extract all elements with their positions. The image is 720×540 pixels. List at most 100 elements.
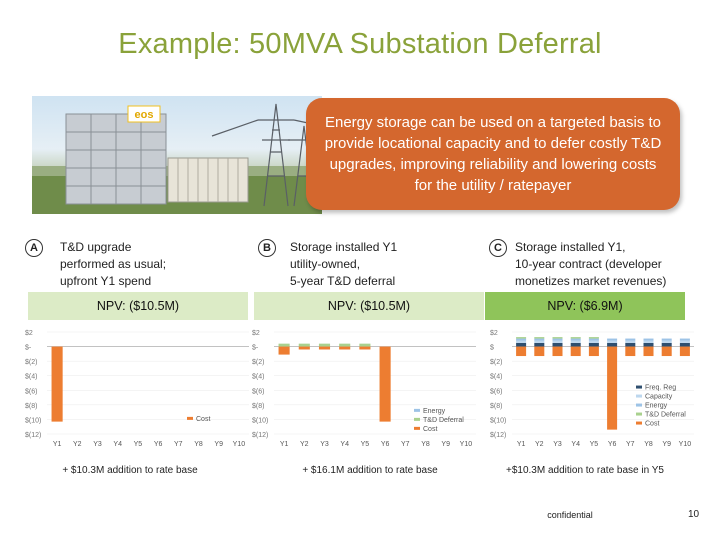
bar-cost [51,346,63,422]
y-tick-label: $2 [252,330,260,337]
x-tick-label: Y10 [679,441,692,448]
x-tick-label: Y7 [174,441,183,448]
y-tick-label: $- [252,345,259,352]
column-a-description: T&D upgrade performed as usual; upfront … [60,239,166,290]
column-c-line-3: monetizes market revenues) [515,274,667,288]
bar-cost [588,346,599,357]
bar-t-d-deferral [298,343,310,347]
legend-swatch [636,421,642,425]
y-tick-label: $(12) [490,432,506,439]
bar-energy [552,338,563,341]
y-tick-label: $(10) [25,417,41,424]
column-b-line-1: Storage installed Y1 [290,240,398,254]
x-tick-label: Y2 [535,441,544,448]
npv-c: NPV: ($6.9M) [485,292,685,320]
bar-cost [679,346,690,357]
bar-energy [607,338,618,341]
legend-label: Freq. Reg [645,385,676,392]
bar-freq-reg [661,342,672,347]
bar-capacity [516,340,527,343]
x-tick-label: Y4 [571,441,580,448]
bar-freq-reg [625,342,636,347]
y-tick-label: $(8) [490,403,502,410]
legend-swatch [636,403,642,407]
bar-energy [661,338,672,341]
bar-capacity [570,340,581,343]
y-tick-label: $(2) [252,359,264,366]
legend-swatch [636,412,642,416]
bar-capacity [534,340,545,343]
bar-freq-reg [588,342,599,347]
y-tick-label: $(4) [490,374,502,381]
legend-swatch [414,426,420,430]
bar-cost [643,346,654,357]
chart-c: $2 $ $(2) $(4) $(6) $(8) $(10) $(12) Y1 Y2 Y3 Y4 Y5 Y… [490,330,694,448]
bar-freq-reg [534,342,545,347]
npv-b: NPV: ($10.5M) [254,292,484,320]
x-tick-label: Y10 [460,441,473,448]
substation-illustration: eos [32,103,322,214]
legend-label: T&D Deferral [645,412,686,419]
x-tick-label: Y9 [662,441,671,448]
y-tick-label: $(12) [25,432,41,439]
bar-t-d-deferral [359,343,371,347]
y-tick-label: $2 [25,330,33,337]
x-tick-label: Y1 [517,441,526,448]
chart-a: $2 $- $(2) $(4) $(6) $(8) $(10) $(12) Y1 Y2 Y3 Y4 Y5… [25,330,249,448]
legend-swatch [636,394,642,398]
bar-t-d-deferral [534,337,545,339]
x-tick-label: Y4 [340,441,349,448]
x-tick-label: Y1 [53,441,62,448]
bar-cost [570,346,581,357]
page-number: 10 [688,509,700,520]
x-tick-label: Y7 [626,441,635,448]
bar-freq-reg [552,342,563,347]
x-tick-label: Y8 [194,441,203,448]
x-tick-label: Y6 [381,441,390,448]
bar-capacity [643,340,654,343]
bar-energy [534,338,545,341]
x-tick-label: Y10 [233,441,246,448]
legend-label: Cost [196,416,210,423]
bar-t-d-deferral [588,337,599,339]
bar-cost [359,346,371,350]
bar-cost [298,346,310,350]
photo-logo: eos [135,109,154,121]
substation-photo: eos [32,96,322,214]
bar-energy [516,338,527,341]
bar-t-d-deferral [278,343,290,347]
bar-capacity [552,340,563,343]
x-tick-label: Y6 [608,441,617,448]
y-tick-label: $(4) [252,374,264,381]
bar-cost [516,346,527,357]
bar-capacity [588,340,599,343]
y-tick-label: $(2) [25,359,37,366]
bar-t-d-deferral [516,337,527,339]
y-tick-label: $(8) [252,403,264,410]
column-b-line-3: 5-year T&D deferral [290,274,396,288]
x-tick-label: Y9 [441,441,450,448]
legend-swatch [414,417,420,421]
column-a-line-2: performed as usual; [60,257,167,271]
legend-label: Energy [645,403,668,410]
npv-a: NPV: ($10.5M) [28,292,248,320]
legend-label: Cost [423,426,437,433]
x-tick-label: Y3 [93,441,102,448]
y-tick-label: $(4) [25,374,37,381]
footnote-a: + $10.3M addition to rate base [62,465,198,476]
x-tick-label: Y1 [280,441,289,448]
x-tick-label: Y2 [300,441,309,448]
badge-a: A [25,239,43,257]
x-tick-label: Y9 [214,441,223,448]
bar-cost [278,346,290,355]
bar-energy [588,338,599,341]
bar-freq-reg [679,342,690,347]
bar-t-d-deferral [552,337,563,339]
legend-label: Energy [423,408,446,415]
bar-cost [625,346,636,357]
x-tick-label: Y5 [134,441,143,448]
legend-label: Capacity [645,394,673,401]
bar-freq-reg [607,342,618,347]
column-a-line-3: upfront Y1 spend [60,274,152,288]
bar-capacity [661,340,672,343]
